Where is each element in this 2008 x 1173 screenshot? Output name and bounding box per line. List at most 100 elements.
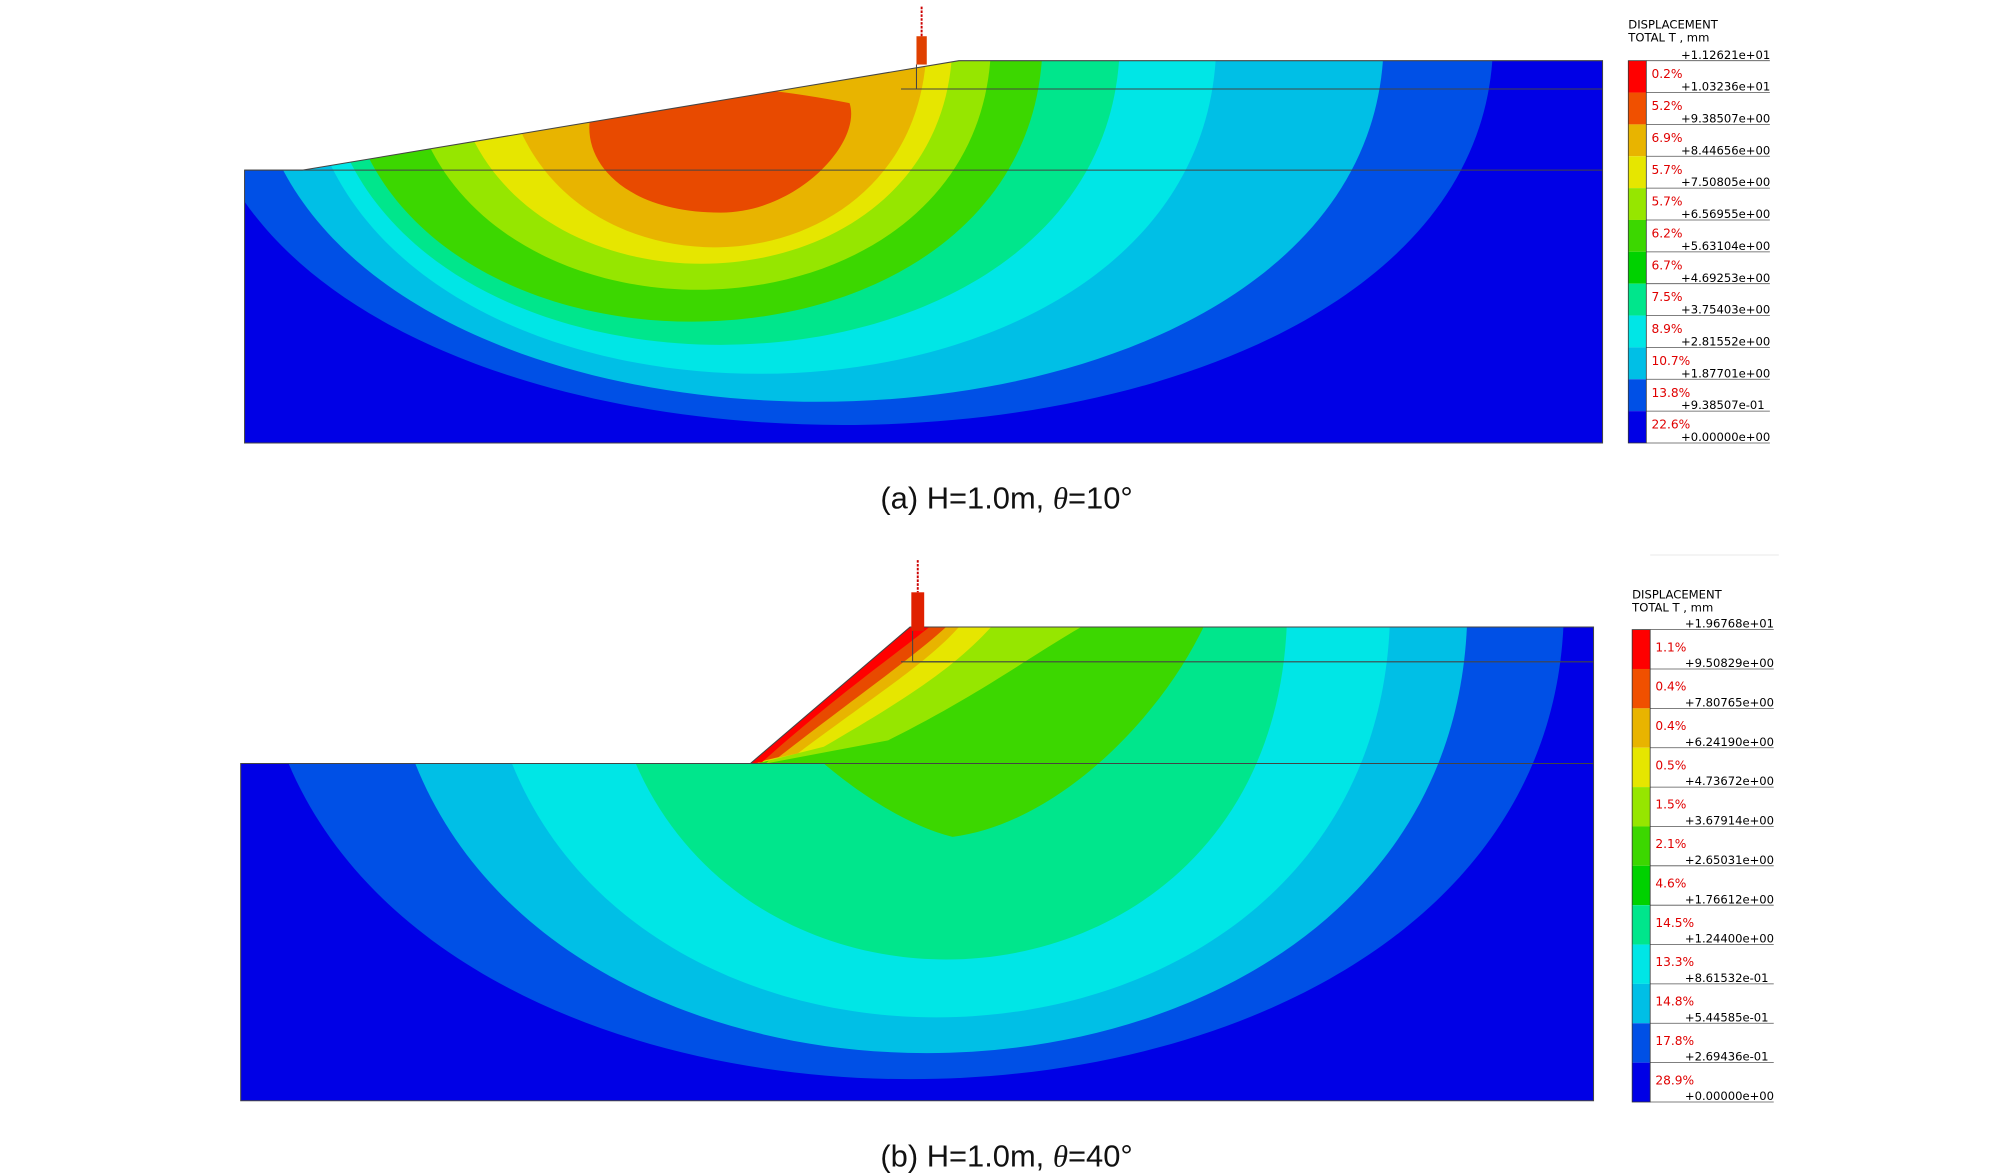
- legend-value: +8.44656e+00: [1681, 143, 1770, 157]
- legend-value: +4.73672e+00: [1685, 774, 1774, 788]
- legend-title: DISPLACEMENT: [1632, 588, 1722, 602]
- legend-percent: 6.7%: [1651, 258, 1682, 272]
- outline-a: [244, 60, 1604, 444]
- legend-value: +0.00000e+00: [1685, 1089, 1774, 1103]
- legend-percent: 0.5%: [1655, 758, 1686, 772]
- legend-value: +1.03236e+01: [1681, 80, 1770, 94]
- legend-title: TOTAL T , mm: [1627, 30, 1709, 44]
- legend-swatch: [1632, 787, 1651, 827]
- legend-percent: 14.8%: [1655, 995, 1694, 1009]
- legend-title: TOTAL T , mm: [1631, 601, 1713, 615]
- legend-value: +3.75403e+00: [1681, 303, 1770, 317]
- legend-value: +5.63104e+00: [1681, 239, 1770, 253]
- legend-percent: 17.8%: [1655, 1034, 1694, 1048]
- caption-label: (b) H=1.0m,: [880, 1138, 1052, 1173]
- legend-swatch: [1628, 411, 1647, 443]
- legend-percent: 5.7%: [1651, 195, 1682, 209]
- contour-shape: [915, 64, 953, 90]
- outline-b: [240, 626, 1595, 1102]
- legend-value: +1.76612e+00: [1685, 892, 1774, 906]
- legend-swatch: [1632, 983, 1651, 1024]
- legend-percent: 10.7%: [1651, 354, 1690, 368]
- legend-percent: 7.5%: [1651, 290, 1682, 304]
- contour-shape: [916, 36, 927, 65]
- legend-value: +6.24190e+00: [1685, 735, 1774, 749]
- legend-percent: 8.9%: [1651, 322, 1682, 336]
- legend-value: +6.56955e+00: [1681, 207, 1770, 221]
- contour-shape: [751, 627, 947, 764]
- legend-value: +9.38507e-01: [1681, 398, 1765, 412]
- legend-swatch: [1632, 708, 1651, 748]
- legend-value: +2.69436e-01: [1685, 1050, 1769, 1064]
- legend-percent: 5.7%: [1651, 163, 1682, 177]
- legend-value: +2.81552e+00: [1681, 334, 1770, 348]
- legend-percent: 2.1%: [1655, 837, 1686, 851]
- legend-value: +4.69253e+00: [1681, 271, 1770, 285]
- legend-percent: 14.5%: [1655, 916, 1694, 930]
- caption-value: =40°: [1068, 1138, 1133, 1173]
- caption-a: (a) H=1.0m, θ=10°: [880, 481, 1132, 516]
- legend-percent: 4.6%: [1655, 876, 1686, 890]
- legend-swatch: [1628, 315, 1647, 348]
- legend-percent: 0.4%: [1655, 719, 1686, 733]
- legend-value: +1.12621e+01: [1681, 48, 1770, 62]
- legend-percent: 5.2%: [1651, 99, 1682, 113]
- legend-swatch: [1628, 283, 1647, 316]
- legend-swatch: [1632, 629, 1651, 669]
- contour-shape: [589, 85, 852, 213]
- legend-value: +1.24400e+00: [1685, 932, 1774, 946]
- legend-swatch: [1628, 188, 1647, 220]
- legend-swatch: [1628, 251, 1647, 284]
- legend-swatch: [1628, 156, 1647, 189]
- legend-percent: 1.1%: [1655, 640, 1686, 654]
- legend-swatch: [1628, 92, 1647, 125]
- contour-plot-b: [240, 627, 1594, 1101]
- legend-swatch: [1632, 826, 1651, 866]
- legend-value: +7.80765e+00: [1685, 695, 1774, 709]
- legend-value: +1.87701e+00: [1681, 366, 1770, 380]
- caption-symbol: θ: [1053, 1138, 1068, 1173]
- caption-b: (b) H=1.0m, θ=40°: [880, 1138, 1132, 1173]
- legend-swatch: [1628, 379, 1647, 412]
- legend-percent: 0.4%: [1655, 680, 1686, 694]
- contour-plot-a: [244, 60, 1603, 443]
- legend-value: +0.00000e+00: [1681, 430, 1770, 444]
- pile-b: [911, 560, 925, 631]
- legend-percent: 13.8%: [1651, 386, 1690, 400]
- legend-swatch: [1632, 905, 1651, 945]
- legend-swatch: [1632, 1062, 1651, 1103]
- legend-swatch: [1628, 124, 1647, 157]
- legend-percent: 0.2%: [1651, 67, 1682, 81]
- legend-percent: 28.9%: [1655, 1073, 1694, 1087]
- legend-frame: [1627, 60, 1647, 444]
- legend-swatch: [1628, 60, 1647, 93]
- caption-symbol: θ: [1053, 481, 1068, 516]
- legend-value: +7.50805e+00: [1681, 175, 1770, 189]
- caption-value: =10°: [1068, 481, 1133, 516]
- contour-shape: [750, 627, 930, 764]
- caption-label: (a) H=1.0m,: [880, 481, 1052, 516]
- legend-value: +9.38507e+00: [1681, 111, 1770, 125]
- legend-percent: 6.2%: [1651, 226, 1682, 240]
- legend-value: +1.96768e+01: [1685, 617, 1774, 631]
- legend-swatch: [1632, 668, 1651, 709]
- legend-swatch: [1632, 747, 1651, 788]
- legend-swatch: [1632, 944, 1651, 984]
- legend-value: +3.67914e+00: [1685, 814, 1774, 828]
- legend-value: +9.50829e+00: [1685, 656, 1774, 670]
- legend-percent: 22.6%: [1651, 418, 1690, 432]
- legend-value: +8.61532e-01: [1685, 971, 1769, 985]
- legend-percent: 1.5%: [1655, 798, 1686, 812]
- legend-frame: [1631, 629, 1651, 1103]
- legend-title: DISPLACEMENT: [1628, 18, 1718, 32]
- contour-shape: [912, 630, 950, 663]
- legend-percent: 6.9%: [1651, 131, 1682, 145]
- legend-swatch: [1628, 347, 1647, 380]
- legend-value: +2.65031e+00: [1685, 853, 1774, 867]
- legend-swatch: [1632, 865, 1651, 906]
- legend-swatch: [1628, 219, 1647, 252]
- contour-shape: [911, 592, 925, 631]
